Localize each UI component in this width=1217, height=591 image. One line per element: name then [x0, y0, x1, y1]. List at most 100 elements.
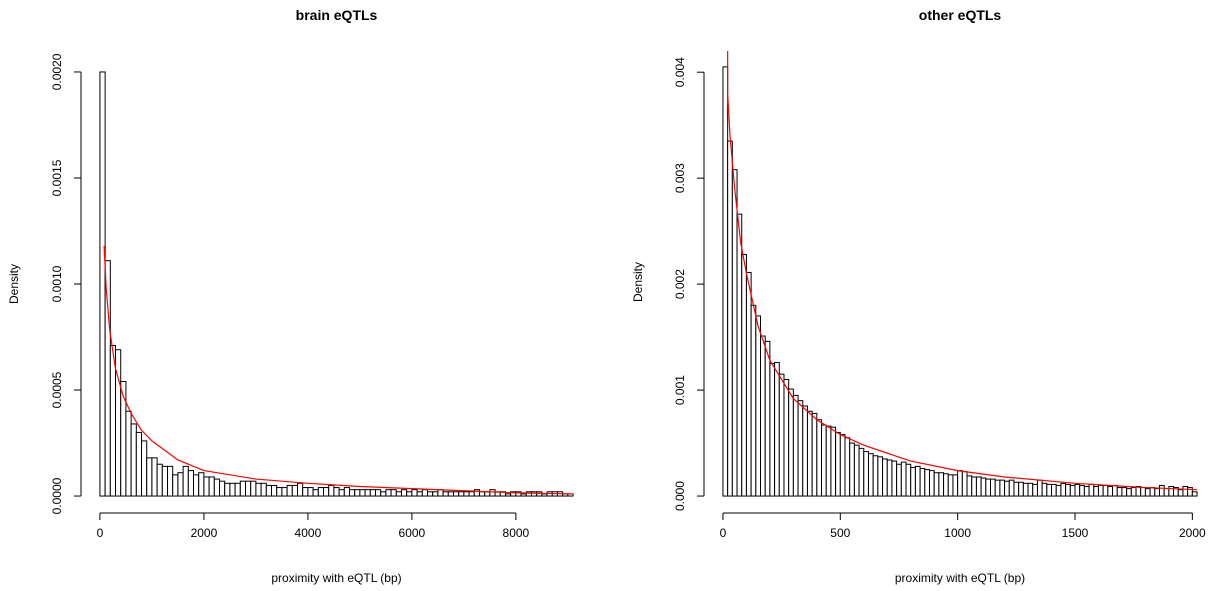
panel: brain eQTLs proximity with eQTL (bp) Densi…	[7, 7, 574, 585]
histogram-bar	[182, 465, 189, 497]
histogram-bar	[1177, 489, 1184, 497]
histogram-bar	[447, 491, 454, 497]
histogram-bar	[835, 431, 841, 497]
histogram-bar	[957, 470, 963, 497]
x-tick-label: 2000	[1179, 526, 1206, 540]
histogram-bar	[239, 480, 247, 497]
histogram-bar	[354, 489, 361, 497]
histogram-bar	[830, 426, 837, 497]
histogram-bar	[151, 457, 158, 497]
histogram-bar	[802, 405, 808, 497]
histogram-bar	[943, 473, 949, 497]
histogram-bar	[109, 344, 117, 497]
histogram-bar	[1008, 479, 1015, 497]
histogram-bar	[374, 489, 382, 497]
histogram-bar	[317, 487, 325, 497]
histogram-bar	[844, 437, 851, 497]
panel: other eQTLs proximity with eQTL (bp) Densi…	[631, 7, 1206, 585]
histogram-bar	[1032, 483, 1038, 497]
y-tick-label: 0.000	[673, 481, 687, 511]
y-tick-label: 0.001	[673, 375, 687, 405]
histogram-bar	[1088, 483, 1095, 497]
histogram-bar	[806, 410, 813, 497]
histogram-bar	[821, 424, 827, 497]
histogram-bar	[416, 491, 423, 497]
histogram-bar	[380, 491, 387, 497]
histogram-bar	[291, 484, 299, 497]
histogram-bar	[952, 474, 959, 497]
histogram-bar	[1112, 484, 1118, 497]
x-tick-label: 0	[97, 526, 104, 540]
histogram-bar	[797, 400, 804, 497]
histogram-bar	[187, 470, 195, 497]
histogram-bar	[722, 66, 729, 497]
histogram-bar	[1163, 488, 1170, 497]
histogram-bar	[120, 381, 127, 497]
histogram-bar	[849, 442, 855, 497]
histogram-bar	[792, 394, 799, 497]
histogram-bar	[260, 482, 267, 497]
histogram-bar	[286, 484, 293, 497]
histogram-bar	[900, 461, 907, 497]
histogram-bar	[736, 213, 743, 497]
histogram-bar	[1060, 482, 1067, 497]
histogram-bar	[975, 476, 982, 497]
histogram-bar	[764, 340, 771, 497]
histogram-bar	[104, 260, 111, 497]
histogram-bar	[1041, 482, 1048, 497]
histogram-bar	[1121, 487, 1128, 497]
histogram-bar	[452, 491, 460, 497]
histogram-bar	[426, 491, 434, 497]
histogram-bar	[1102, 484, 1109, 497]
histogram-bar	[774, 362, 780, 497]
histogram-bar	[156, 463, 163, 497]
histogram-bar	[825, 425, 832, 497]
histogram-bar	[1022, 482, 1029, 497]
histogram-bar	[193, 474, 200, 497]
x-tick-label: 2000	[191, 526, 218, 540]
histogram-bar	[161, 465, 169, 497]
histogram-bar	[1065, 483, 1071, 497]
histogram-bar	[234, 482, 241, 497]
histogram-bar	[788, 388, 794, 497]
histogram-bar	[760, 335, 766, 497]
histogram-bar	[1135, 486, 1142, 497]
histogram-bar	[245, 480, 252, 497]
histogram-bar	[276, 487, 283, 497]
histogram-bar	[731, 169, 738, 497]
histogram-bar	[390, 489, 397, 497]
histogram-bar	[1093, 486, 1099, 497]
x-tick-label: 8000	[503, 526, 530, 540]
y-tick-label: 0.0015	[50, 159, 64, 196]
histogram-bar	[853, 444, 860, 497]
histogram-bar	[328, 484, 335, 497]
histogram-bar	[1116, 487, 1123, 497]
histogram-bar	[1107, 486, 1114, 497]
histogram-bar	[255, 482, 262, 497]
fitted-curve	[727, 51, 1198, 491]
histogram-bar	[811, 412, 818, 497]
histogram-bar	[1140, 487, 1146, 497]
histogram-bar	[250, 480, 257, 497]
histogram-bar	[1027, 482, 1034, 497]
histogram-bar	[99, 71, 106, 497]
histogram-bar	[478, 491, 486, 497]
histogram-bar	[778, 373, 785, 497]
histogram-bar	[307, 487, 314, 497]
histogram-bar	[1144, 488, 1151, 497]
y-tick-label: 0.0005	[50, 371, 64, 408]
histogram-bar	[421, 489, 428, 497]
histogram-bar	[400, 489, 408, 497]
histogram-bar	[504, 493, 512, 497]
histogram-bar	[219, 480, 226, 497]
x-tick-label: 1000	[944, 526, 971, 540]
histogram-bar	[520, 493, 527, 497]
histogram-bar	[727, 140, 733, 497]
histogram-bar	[411, 489, 418, 497]
x-tick-label: 4000	[295, 526, 322, 540]
y-tick-label: 0.0020	[50, 53, 64, 90]
chart-title: other eQTLs	[919, 7, 1002, 23]
histogram-bar	[302, 487, 309, 497]
histogram-bar	[1182, 486, 1189, 497]
